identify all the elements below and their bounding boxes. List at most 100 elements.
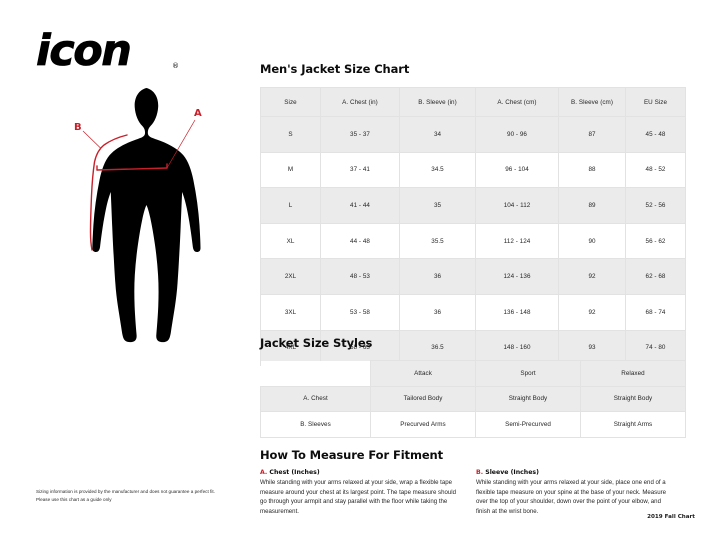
cell-chest-cm: 112 - 124 (475, 222, 559, 260)
fitment-item-chest: A. Chest (Inches) While standing with yo… (260, 469, 458, 516)
size-chart-body: Size A. Chest (in) B. Sleeve (in) A. Che… (260, 87, 686, 367)
fitment-section: How To Measure For Fitment A. Chest (Inc… (260, 448, 700, 516)
fitment-item-sleeve: B. Sleeve (Inches) While standing with y… (476, 469, 674, 516)
label-a-leader (166, 119, 196, 169)
cell-sleeve-in: 35.5 (399, 222, 476, 260)
cell-eu-size: 62 - 68 (625, 258, 686, 295)
cell-sleeve-cm: 87 (558, 116, 626, 153)
cell-eu-size: 56 - 62 (625, 222, 686, 260)
cell-relaxed: Straight Arms (580, 411, 686, 438)
disclaimer-line-1: Sizing information is provided by the ma… (36, 489, 215, 494)
cell-relaxed: Straight Body (580, 385, 686, 412)
table-row: 3XL 53 - 58 36 136 - 148 92 68 - 74 (260, 293, 686, 331)
cell-chest-cm: 136 - 148 (475, 293, 559, 331)
fitment-columns: A. Chest (Inches) While standing with yo… (260, 469, 700, 516)
col-header-attack: Attack (370, 360, 476, 387)
cell-size: XL (260, 222, 321, 260)
measurement-figure: A B (55, 82, 235, 344)
fitment-title: How To Measure For Fitment (260, 448, 444, 462)
label-b-leader (82, 130, 101, 149)
fitment-marker-a: A. (260, 469, 268, 476)
styles-corner-cell (260, 360, 371, 386)
size-chart-header-row: Size A. Chest (in) B. Sleeve (in) A. Che… (260, 87, 686, 117)
cell-sleeve-cm: 92 (558, 293, 626, 331)
cell-eu-size: 68 - 74 (625, 293, 686, 331)
table-row: M 37 - 41 34.5 96 - 104 88 48 - 52 (260, 151, 686, 189)
cell-sleeve-cm: 88 (558, 151, 626, 189)
disclaimer-line-2: Please use this chart as a guide only (36, 496, 112, 502)
chart-season-note: 2019 Fall Chart (647, 514, 695, 520)
cell-sport: Straight Body (475, 385, 581, 412)
table-row: XL 44 - 48 35.5 112 - 124 90 56 - 62 (260, 222, 686, 260)
table-row: S 35 - 37 34 90 - 96 87 45 - 48 (260, 116, 686, 153)
col-header-sleeve-in: B. Sleeve (in) (399, 87, 476, 117)
left-panel: icon ® A (0, 0, 255, 540)
styles-header-row: Attack Sport Relaxed (260, 360, 686, 387)
cell-sleeve-in: 36 (399, 293, 476, 331)
col-header-sport: Sport (475, 360, 581, 387)
sleeve-measure-line (89, 134, 128, 251)
registered-trademark-icon: ® (172, 62, 179, 70)
silhouette-shape (92, 88, 201, 343)
styles-chart-title: Jacket Size Styles (260, 336, 373, 350)
table-row: 2XL 48 - 53 36 124 - 136 92 62 - 68 (260, 258, 686, 295)
icon-logo-wordmark: icon (36, 26, 133, 76)
fitment-chest-body: While standing with your arms relaxed at… (260, 479, 457, 515)
cell-size: M (260, 151, 321, 189)
cell-sleeve-cm: 89 (558, 187, 626, 224)
cell-chest-cm: 124 - 136 (475, 258, 559, 295)
jacket-size-styles-table: Attack Sport Relaxed A. Chest Tailored B… (260, 360, 686, 438)
cell-chest-in: 41 - 44 (320, 187, 400, 224)
cell-size: L (260, 187, 321, 224)
cell-size: S (260, 116, 321, 153)
cell-size: 4XL (260, 329, 321, 367)
row-header-sleeves: B. Sleeves (260, 411, 371, 438)
icon-logo: icon ® (36, 26, 181, 76)
cell-attack: Precurved Arms (370, 411, 476, 438)
cell-sleeve-cm: 92 (558, 258, 626, 295)
right-panel: Men's Jacket Size Chart Size A. Chest (i… (260, 0, 720, 540)
table-row: L 41 - 44 35 104 - 112 89 52 - 56 (260, 187, 686, 224)
row-header-chest: A. Chest (260, 385, 371, 412)
cell-eu-size: 45 - 48 (625, 116, 686, 153)
size-chart-table: Size A. Chest (in) B. Sleeve (in) A. Che… (260, 87, 686, 367)
fitment-chest-label: Chest (Inches) (269, 469, 320, 476)
col-header-sleeve-cm: B. Sleeve (cm) (558, 87, 626, 117)
styles-table-body: Attack Sport Relaxed A. Chest Tailored B… (260, 360, 686, 438)
size-chart-title: Men's Jacket Size Chart (260, 62, 410, 76)
cell-chest-in: 35 - 37 (320, 116, 400, 153)
cell-chest-cm: 90 - 96 (475, 116, 559, 153)
cell-attack: Tailored Body (370, 385, 476, 412)
male-silhouette-diagram: A B (74, 88, 202, 343)
cell-chest-in: 44 - 48 (320, 222, 400, 260)
cell-eu-size: 52 - 56 (625, 187, 686, 224)
col-header-chest-cm: A. Chest (cm) (475, 87, 559, 117)
cell-sport: Semi-Precurved (475, 411, 581, 438)
col-header-relaxed: Relaxed (580, 360, 686, 387)
col-header-chest-in: A. Chest (in) (320, 87, 400, 117)
fitment-sleeve-heading: B. Sleeve (Inches) (476, 469, 674, 476)
fitment-chest-heading: A. Chest (Inches) (260, 469, 458, 476)
label-a: A (194, 108, 202, 119)
cell-sleeve-in: 34 (399, 116, 476, 153)
cell-size: 2XL (260, 258, 321, 295)
table-row: A. Chest Tailored Body Straight Body Str… (260, 385, 686, 412)
label-b: B (74, 122, 82, 133)
cell-sleeve-in: 36 (399, 258, 476, 295)
disclaimer-text: Sizing information is provided by the ma… (36, 488, 251, 503)
cell-chest-cm: 104 - 112 (475, 187, 559, 224)
col-header-size: Size (260, 87, 321, 117)
cell-eu-size: 48 - 52 (625, 151, 686, 189)
cell-chest-in: 37 - 41 (320, 151, 400, 189)
fitment-marker-b: B. (476, 469, 484, 476)
col-header-eu-size: EU Size (625, 87, 686, 117)
fitment-sleeve-label: Sleeve (Inches) (485, 469, 539, 476)
cell-sleeve-in: 34.5 (399, 151, 476, 189)
cell-size: 3XL (260, 293, 321, 331)
cell-sleeve-cm: 90 (558, 222, 626, 260)
cell-sleeve-in: 35 (399, 187, 476, 224)
cell-chest-in: 53 - 58 (320, 293, 400, 331)
cell-chest-in: 48 - 53 (320, 258, 400, 295)
fitment-sleeve-body: While standing with your arms relaxed at… (476, 479, 667, 515)
